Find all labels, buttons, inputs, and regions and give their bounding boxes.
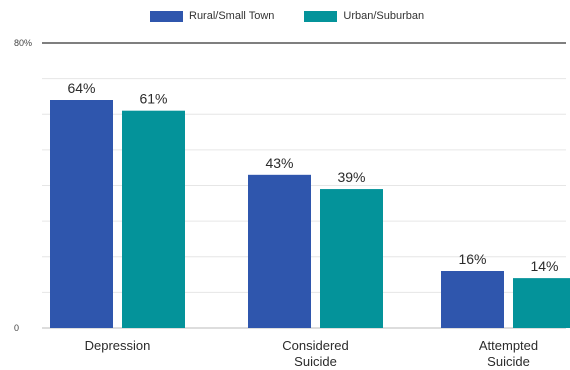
data-label: 64% xyxy=(67,80,95,96)
y-tick-label: 0 xyxy=(14,323,19,333)
legend-swatch-rural xyxy=(150,10,183,22)
legend-label-urban: Urban/Suburban xyxy=(343,10,425,22)
legend-label-rural: Rural/Small Town xyxy=(189,10,275,22)
bar xyxy=(320,189,383,328)
data-label: 43% xyxy=(265,155,293,171)
category-label: Suicide xyxy=(487,354,530,369)
legend-item-rural: Rural/Small Town xyxy=(150,10,274,22)
bar xyxy=(122,110,185,328)
legend-item-urban: Urban/Suburban xyxy=(304,10,424,22)
data-label: 61% xyxy=(139,91,167,107)
category-label: Depression xyxy=(85,338,151,353)
bar xyxy=(248,174,311,328)
data-label: 39% xyxy=(337,169,365,185)
y-tick-label: 80% xyxy=(14,38,32,48)
category-label: Suicide xyxy=(294,354,337,369)
data-label: 16% xyxy=(458,251,486,267)
data-label: 14% xyxy=(530,258,558,274)
legend-swatch-urban xyxy=(304,10,338,22)
chart-legend: Rural/Small Town Urban/Suburban xyxy=(150,10,424,22)
bar xyxy=(50,100,113,328)
bar xyxy=(441,271,504,328)
category-label: Considered xyxy=(282,338,349,353)
bar xyxy=(513,278,570,328)
category-label: Attempted xyxy=(479,338,538,353)
